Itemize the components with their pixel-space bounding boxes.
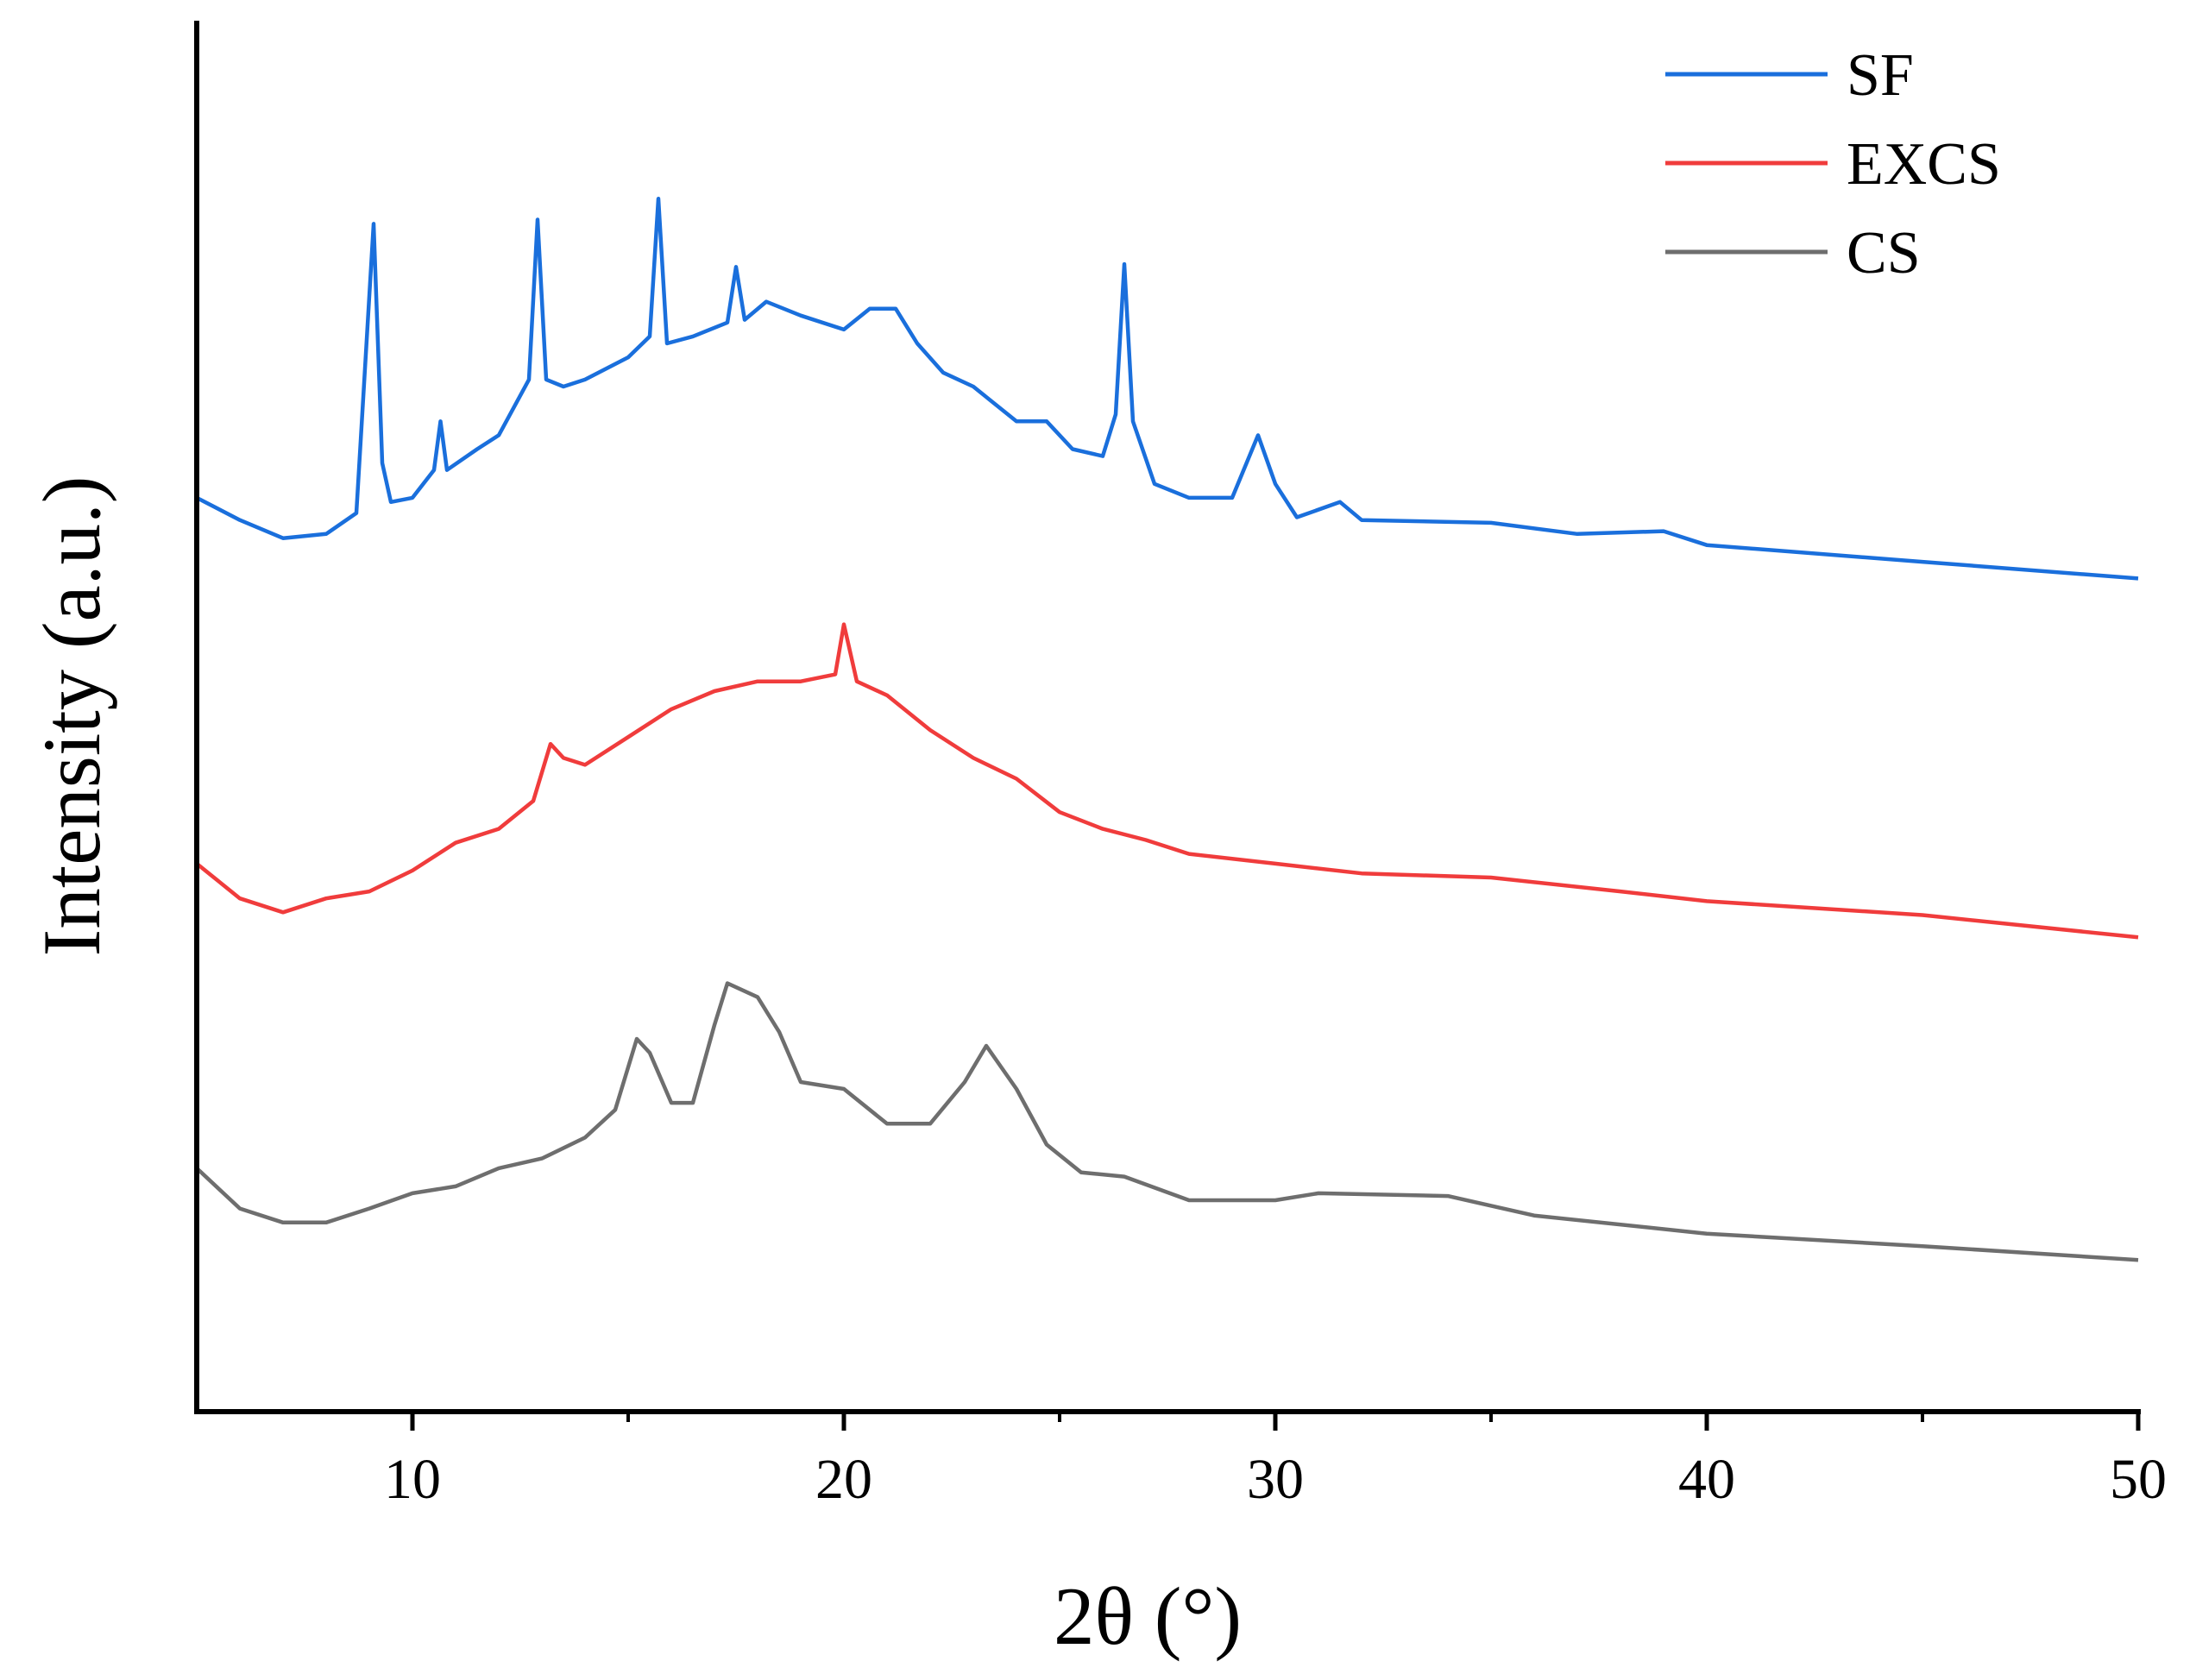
legend-label: EXCS bbox=[1847, 131, 2001, 198]
x-axis-title: 2θ (°) bbox=[1054, 1570, 1242, 1662]
x-tick-label: 10 bbox=[384, 1448, 441, 1511]
x-tick-label: 40 bbox=[1678, 1448, 1735, 1511]
data-line bbox=[195, 622, 2139, 940]
x-tick-label: 20 bbox=[815, 1448, 872, 1511]
legend-label: SF bbox=[1847, 42, 1914, 109]
x-tick-label: 30 bbox=[1247, 1448, 1304, 1511]
legend-label: CS bbox=[1847, 220, 1921, 286]
data-line bbox=[195, 197, 2139, 581]
x-tick-label: 50 bbox=[2110, 1448, 2167, 1511]
y-axis-title: Intensity (a.u.) bbox=[26, 476, 117, 957]
data-line bbox=[195, 981, 2139, 1262]
